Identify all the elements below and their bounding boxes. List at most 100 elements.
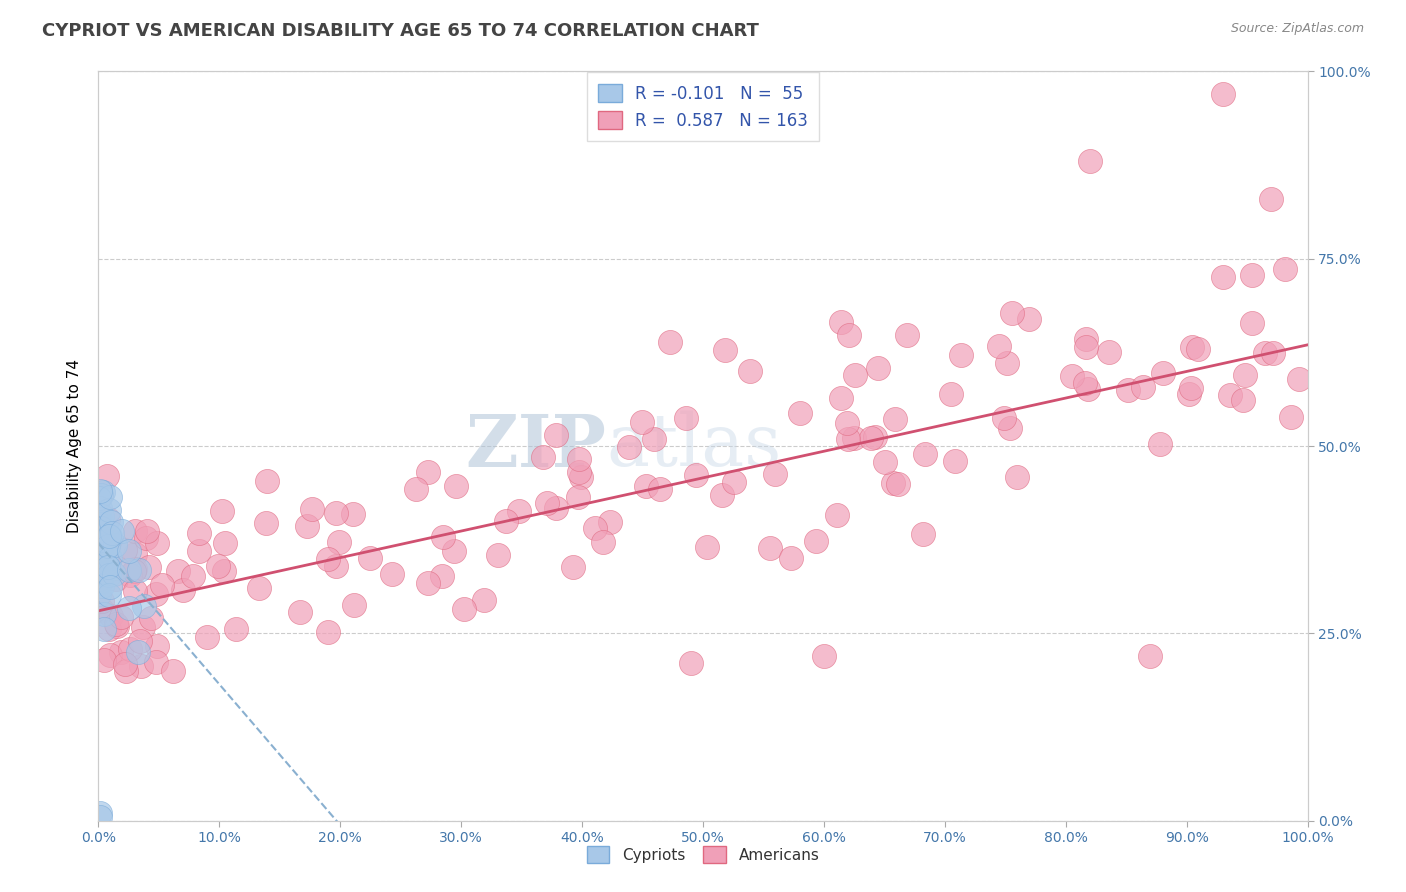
Point [1240,268,1263,283]
Point [254,516,277,530]
Point [844,368,866,382]
Point [443,543,465,558]
Point [995,356,1018,370]
Point [96,468,118,483]
Point [1116,383,1139,397]
Point [896,327,918,342]
Point [87,552,110,566]
Point [868,360,890,375]
Point [418,465,440,479]
Point [863,430,886,444]
Point [103,567,125,582]
Point [325,506,347,520]
Point [110,609,132,624]
Point [87,530,110,544]
Point [544,427,567,442]
Point [90,529,112,543]
Point [446,479,468,493]
Point [1212,269,1234,284]
Point [136,524,159,538]
Point [328,535,350,549]
Point [97,512,120,526]
Point [675,411,697,425]
Point [599,515,621,529]
Point [97,588,120,602]
Point [166,564,188,578]
Legend: Cypriots, Americans: Cypriots, Americans [581,840,825,869]
Point [830,315,852,329]
Point [679,657,702,671]
Point [536,496,558,510]
Point [1139,648,1161,663]
Point [342,507,364,521]
Point [97,540,120,554]
Point [1060,368,1083,383]
Point [416,576,439,591]
Point [882,475,904,490]
Point [100,533,122,547]
Point [90,521,112,535]
Point [97,560,120,574]
Point [842,431,865,445]
Point [325,558,347,573]
Point [288,605,311,619]
Point [93,652,115,666]
Point [139,611,162,625]
Point [90,602,112,616]
Point [122,564,145,578]
Point [696,540,718,554]
Point [90,542,112,557]
Point [943,453,966,467]
Point [813,648,835,663]
Point [1261,346,1284,360]
Point [214,535,236,549]
Point [567,452,589,467]
Point [630,415,652,429]
Text: CYPRIOT VS AMERICAN DISABILITY AGE 65 TO 74 CORRELATION CHART: CYPRIOT VS AMERICAN DISABILITY AGE 65 TO… [42,22,759,40]
Point [765,467,787,482]
Point [132,599,155,613]
Point [1180,381,1202,395]
Point [173,582,195,597]
Point [110,645,132,659]
Point [89,483,111,498]
Point [758,541,780,555]
Point [90,488,112,502]
Point [207,558,229,573]
Point [93,542,115,557]
Point [592,535,614,549]
Point [873,455,896,469]
Point [90,535,112,549]
Point [561,560,583,574]
Point [90,515,112,529]
Point [89,491,111,506]
Point [98,490,121,504]
Point [508,503,530,517]
Point [91,579,114,593]
Point [1288,372,1310,386]
Point [1077,382,1099,396]
Point [830,391,852,405]
Point [98,580,121,594]
Point [115,664,138,678]
Point [98,503,121,517]
Point [128,634,150,648]
Point [91,594,114,608]
Point [1000,421,1022,435]
Point [150,578,173,592]
Point [1254,346,1277,360]
Point [87,544,110,558]
Point [583,521,606,535]
Point [89,806,111,821]
Point [105,618,128,632]
Point [789,406,811,420]
Point [301,502,323,516]
Point [135,531,157,545]
Point [533,450,555,465]
Point [650,482,672,496]
Point [111,524,134,538]
Point [1279,409,1302,424]
Point [343,598,366,612]
Y-axis label: Disability Age 65 to 74: Disability Age 65 to 74 [67,359,83,533]
Point [211,504,233,518]
